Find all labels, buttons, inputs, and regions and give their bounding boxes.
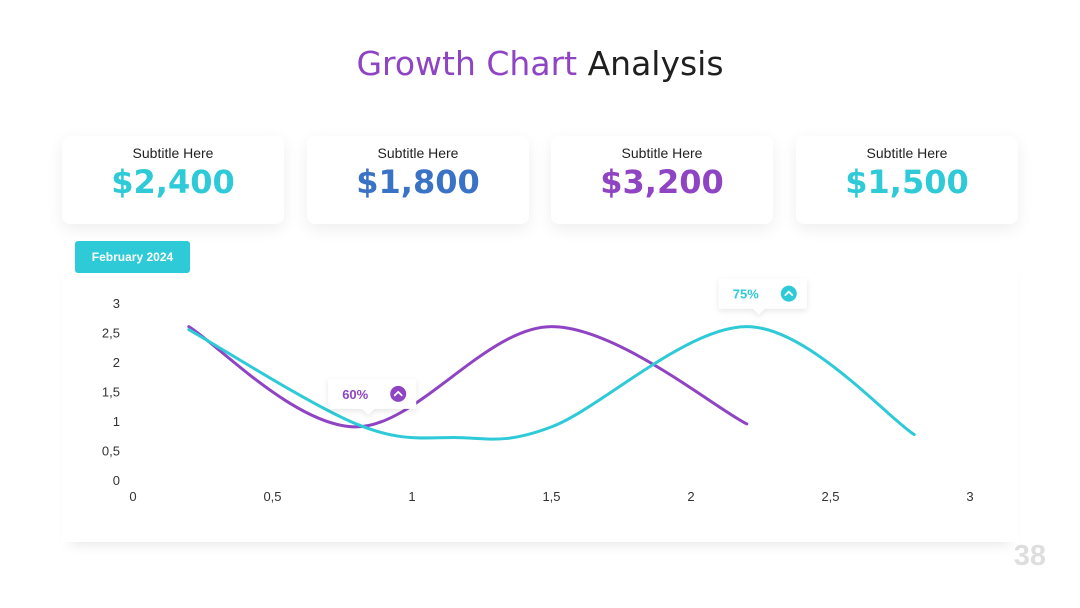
period-pill[interactable]: February 2024 bbox=[75, 241, 190, 273]
series-line-1 bbox=[187, 325, 749, 429]
y-tick-label: 0 bbox=[113, 473, 120, 488]
stat-card-4: Subtitle Here $1,500 bbox=[796, 136, 1018, 224]
series-line-2 bbox=[187, 325, 916, 441]
x-tick-label: 2,5 bbox=[821, 489, 839, 504]
stat-card-3: Subtitle Here $3,200 bbox=[551, 136, 773, 224]
y-axis-ticks: 0 0,5 1 1,5 2 2,5 3 bbox=[102, 296, 120, 488]
y-tick-label: 1 bbox=[113, 414, 120, 429]
y-tick-label: 3 bbox=[113, 296, 120, 311]
stat-card-2: Subtitle Here $1,800 bbox=[307, 136, 529, 224]
page-number: 38 bbox=[1013, 540, 1046, 572]
stat-card-value: $1,800 bbox=[356, 163, 480, 201]
stat-card-subtitle: Subtitle Here bbox=[377, 145, 459, 161]
y-tick-label: 1,5 bbox=[102, 385, 120, 400]
annotation-label: 60% bbox=[342, 387, 368, 402]
title-accent: Growth Chart bbox=[356, 44, 578, 83]
stat-card-value: $1,500 bbox=[845, 163, 969, 201]
title-rest: Analysis bbox=[587, 44, 724, 83]
slide-title: Growth Chart Analysis bbox=[0, 44, 1080, 83]
x-tick-label: 0,5 bbox=[263, 489, 281, 504]
x-tick-label: 2 bbox=[687, 489, 694, 504]
y-tick-label: 0,5 bbox=[102, 444, 120, 459]
y-tick-label: 2,5 bbox=[102, 326, 120, 341]
stat-card-subtitle: Subtitle Here bbox=[132, 145, 214, 161]
stat-card-subtitle: Subtitle Here bbox=[621, 145, 703, 161]
chevron-up-icon bbox=[390, 385, 407, 402]
y-tick-label: 2 bbox=[113, 355, 120, 370]
stat-card-value: $3,200 bbox=[600, 163, 724, 201]
annotation-layer: 60% 75% bbox=[328, 278, 807, 415]
x-axis-ticks: 0 0,5 1 1,5 2 2,5 3 bbox=[129, 489, 973, 504]
annotation-callout-2: 75% bbox=[718, 278, 807, 315]
series-layer bbox=[187, 325, 916, 441]
stat-card-1: Subtitle Here $2,400 bbox=[62, 136, 284, 224]
annotation-label: 75% bbox=[733, 287, 759, 302]
x-tick-label: 3 bbox=[966, 489, 973, 504]
stat-card-subtitle: Subtitle Here bbox=[866, 145, 948, 161]
annotation-callout-1: 60% bbox=[328, 378, 417, 415]
chart-panel bbox=[62, 250, 1018, 542]
stat-card-value: $2,400 bbox=[111, 163, 235, 201]
x-tick-label: 1 bbox=[408, 489, 415, 504]
x-tick-label: 1,5 bbox=[542, 489, 560, 504]
chevron-up-icon bbox=[780, 285, 797, 302]
x-tick-label: 0 bbox=[129, 489, 136, 504]
